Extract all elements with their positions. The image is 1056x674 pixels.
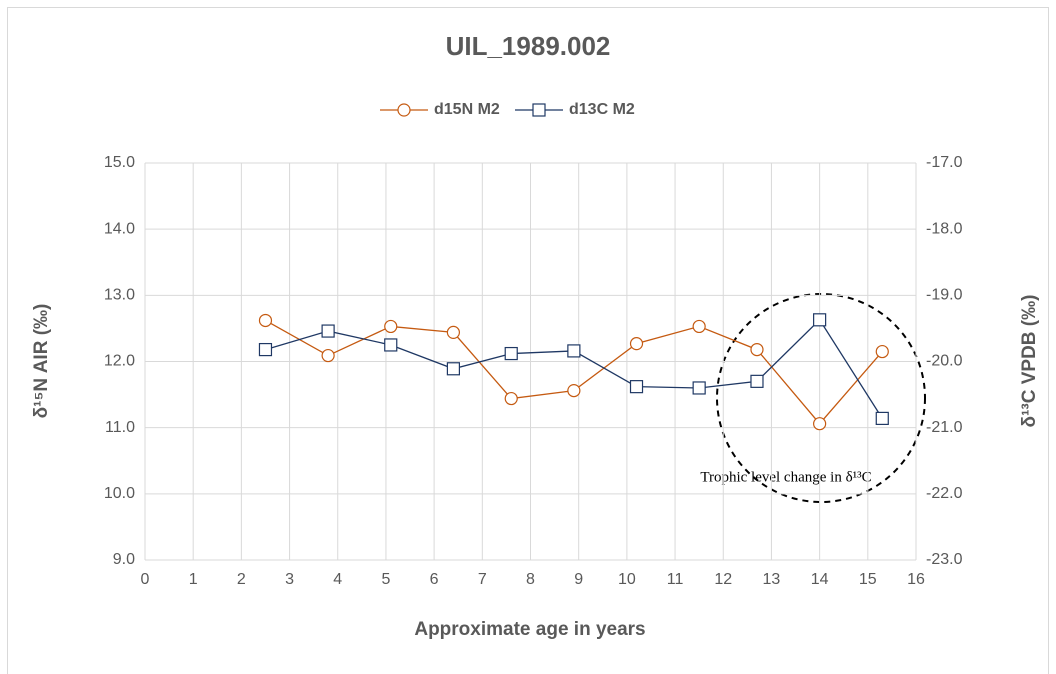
data-point	[813, 417, 827, 431]
y2-tick-label: -20.0	[926, 353, 963, 370]
x-tick-label: 3	[285, 571, 294, 588]
y-tick-label: 11.0	[105, 419, 135, 436]
y2-tick-label: -17.0	[926, 154, 963, 171]
data-point	[813, 313, 827, 327]
x-tick-label: 5	[381, 571, 390, 588]
x-tick-label: 0	[141, 571, 150, 588]
data-point	[321, 348, 335, 363]
data-point	[258, 313, 273, 328]
data-point	[692, 319, 706, 334]
data-point	[384, 319, 398, 334]
x-tick-label: 6	[430, 571, 439, 588]
x-tick-label: 10	[618, 571, 636, 588]
data-point	[446, 362, 460, 376]
data-point	[258, 342, 273, 357]
x-tick-label: 8	[526, 571, 535, 588]
y2-tick-label: -23.0	[926, 551, 963, 568]
y-tick-label: 15.0	[104, 154, 135, 171]
x-tick-label: 4	[333, 571, 342, 588]
data-point	[446, 325, 460, 339]
y2-axis-label: δ¹³C VPDB (‰)	[1019, 295, 1040, 428]
data-point	[384, 338, 398, 352]
y2-tick-label: -22.0	[926, 485, 963, 502]
y2-tick-label: -18.0	[926, 220, 963, 237]
x-axis-label: Approximate age in years	[414, 619, 645, 640]
legend-marker	[532, 103, 546, 117]
y2-tick-label: -19.0	[926, 287, 963, 304]
x-tick-label: 15	[859, 571, 877, 588]
highlight-circle	[716, 293, 926, 503]
data-point	[504, 346, 518, 361]
data-point	[321, 324, 335, 338]
x-tick-label: 12	[714, 571, 732, 588]
y-tick-label: 13.0	[104, 287, 135, 304]
y-axis-label: δ¹⁵N AIR (‰)	[31, 304, 52, 419]
x-tick-label: 13	[763, 571, 781, 588]
data-point	[750, 342, 764, 357]
data-point	[750, 374, 764, 388]
y-tick-label: 14.0	[104, 220, 135, 237]
x-tick-label: 16	[907, 571, 925, 588]
data-point	[875, 411, 889, 426]
data-point	[692, 381, 706, 395]
chart-title: UIL_1989.002	[446, 31, 611, 61]
y2-tick-label: -21.0	[926, 419, 963, 436]
data-point	[567, 384, 581, 398]
data-point	[504, 391, 518, 406]
x-tick-label: 14	[811, 571, 829, 588]
y-tick-label: 10.0	[104, 485, 135, 502]
legend-label: d15N M2	[434, 101, 500, 118]
y-tick-label: 9.0	[113, 551, 135, 568]
legend-label: d13C M2	[569, 101, 635, 118]
data-point	[875, 344, 889, 359]
chart-frame	[7, 7, 1049, 674]
x-tick-label: 11	[667, 571, 684, 588]
x-tick-label: 7	[478, 571, 487, 588]
x-tick-label: 2	[237, 571, 246, 588]
x-tick-label: 1	[189, 571, 198, 588]
data-point	[629, 380, 644, 394]
data-point	[629, 337, 644, 351]
data-point	[567, 344, 581, 358]
x-tick-label: 9	[574, 571, 583, 588]
annotation: Trophic level change in δ¹³C	[700, 469, 871, 485]
legend-marker	[397, 103, 411, 117]
y-tick-label: 12.0	[104, 353, 135, 370]
